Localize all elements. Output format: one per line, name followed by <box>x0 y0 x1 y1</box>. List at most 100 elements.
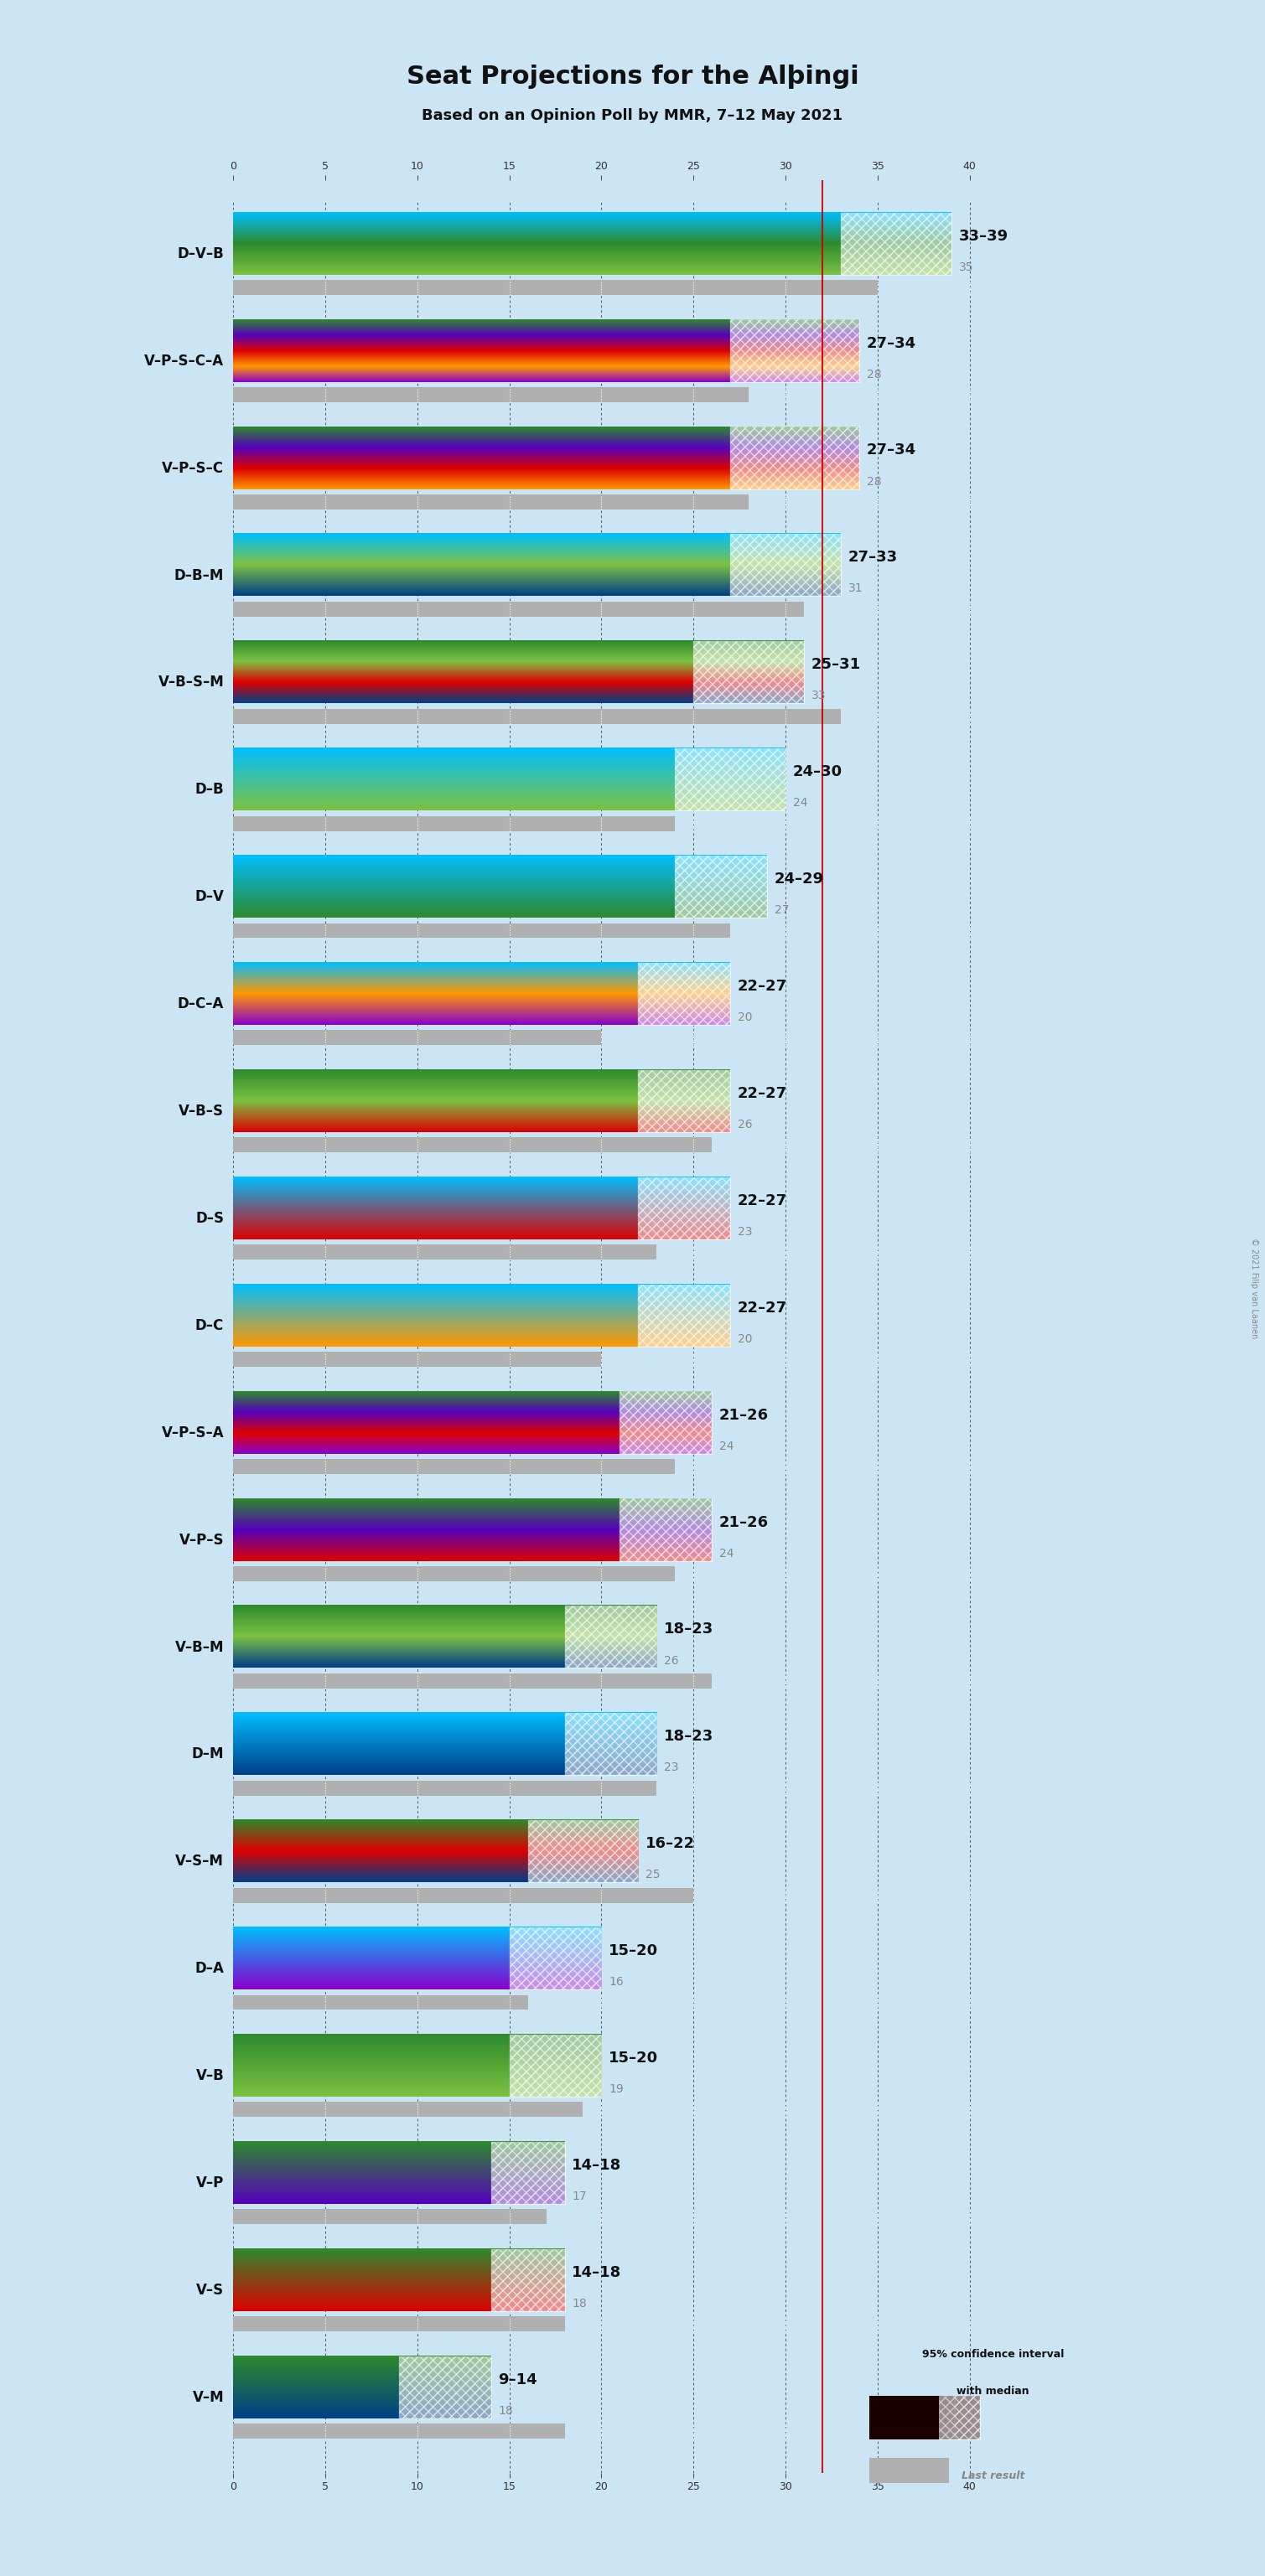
Bar <box>730 428 859 489</box>
Bar <box>639 1285 730 1347</box>
Text: 27–34: 27–34 <box>867 443 916 459</box>
Text: © 2021 Filip van Laanen: © 2021 Filip van Laanen <box>1250 1236 1259 1340</box>
Text: D–M: D–M <box>192 1747 224 1762</box>
Bar <box>639 1069 730 1131</box>
Bar <box>233 1674 712 1687</box>
Bar <box>233 922 730 938</box>
Bar <box>564 1713 657 1775</box>
Bar <box>639 963 730 1025</box>
Text: 18: 18 <box>498 2406 514 2416</box>
Bar <box>676 855 767 917</box>
Bar <box>730 319 859 381</box>
Bar <box>233 495 749 510</box>
Bar <box>676 750 786 811</box>
Text: 27: 27 <box>774 904 789 917</box>
Bar <box>939 2396 980 2439</box>
Text: 23: 23 <box>664 1762 679 1772</box>
Text: 25: 25 <box>645 1870 660 1880</box>
Text: 21–26: 21–26 <box>720 1406 769 1422</box>
Bar <box>870 2458 949 2483</box>
Text: 19: 19 <box>608 2084 624 2094</box>
Text: Last result: Last result <box>961 2470 1025 2481</box>
Bar <box>841 211 951 276</box>
Bar <box>510 1927 601 1989</box>
Text: 24: 24 <box>720 1548 734 1558</box>
Bar <box>639 1177 730 1239</box>
Bar <box>528 1821 639 1883</box>
Text: V–S: V–S <box>196 2282 224 2298</box>
Text: Based on an Opinion Poll by MMR, 7–12 May 2021: Based on an Opinion Poll by MMR, 7–12 Ma… <box>423 108 842 124</box>
Bar <box>233 1244 657 1260</box>
Text: V–B: V–B <box>196 2069 224 2084</box>
Bar <box>233 603 805 616</box>
Text: 25–31: 25–31 <box>811 657 861 672</box>
Text: 27–34: 27–34 <box>867 335 916 350</box>
Bar <box>620 1499 712 1561</box>
Bar <box>233 2424 564 2439</box>
Text: 14–18: 14–18 <box>572 2159 621 2174</box>
Bar <box>491 2141 564 2205</box>
Text: 33–39: 33–39 <box>959 229 1008 245</box>
Text: D–C–A: D–C–A <box>177 997 224 1012</box>
Bar <box>730 319 859 381</box>
Text: V–P–S: V–P–S <box>180 1533 224 1548</box>
Bar <box>730 428 859 489</box>
Text: 28: 28 <box>867 368 882 381</box>
Bar <box>510 1927 601 1989</box>
Bar <box>398 2357 491 2419</box>
Bar <box>233 1030 601 1046</box>
Bar <box>233 708 841 724</box>
Text: 24–30: 24–30 <box>793 765 842 781</box>
Bar <box>233 386 749 402</box>
Text: D–A: D–A <box>195 1960 224 1976</box>
Text: D–S: D–S <box>196 1211 224 1226</box>
Bar <box>564 1605 657 1669</box>
Bar <box>233 1139 712 1151</box>
Text: 16: 16 <box>608 1976 624 1989</box>
Text: 21–26: 21–26 <box>720 1515 769 1530</box>
Text: V–P–S–C: V–P–S–C <box>162 461 224 477</box>
Bar <box>233 1780 657 1795</box>
Text: with median: with median <box>956 2385 1030 2396</box>
Bar <box>510 2035 601 2097</box>
Bar <box>676 750 786 811</box>
Text: 18: 18 <box>572 2298 587 2311</box>
Bar <box>564 1713 657 1775</box>
Text: D–C: D–C <box>195 1319 224 1334</box>
Bar <box>639 1285 730 1347</box>
Bar <box>620 1499 712 1561</box>
Text: 22–27: 22–27 <box>737 1087 787 1100</box>
Text: 31: 31 <box>848 582 863 595</box>
Text: 22–27: 22–27 <box>737 1301 787 1316</box>
Text: V–S–M: V–S–M <box>176 1855 224 1870</box>
Bar <box>233 2210 546 2223</box>
Text: V–B–M: V–B–M <box>175 1638 224 1654</box>
Text: 22–27: 22–27 <box>737 1193 787 1208</box>
Bar <box>233 1458 676 1473</box>
Text: 28: 28 <box>867 477 882 487</box>
Text: V–B–S: V–B–S <box>178 1103 224 1118</box>
Bar <box>620 1391 712 1453</box>
Text: 16–22: 16–22 <box>645 1837 696 1852</box>
Bar <box>233 817 676 832</box>
Text: D–B–M: D–B–M <box>175 567 224 582</box>
Text: 20: 20 <box>737 1334 753 1345</box>
Bar <box>620 1391 712 1453</box>
Text: 26: 26 <box>737 1118 753 1131</box>
Bar <box>639 1177 730 1239</box>
Bar <box>528 1821 639 1883</box>
Bar <box>676 855 767 917</box>
Text: V–B–S–M: V–B–S–M <box>158 675 224 690</box>
Text: V–M: V–M <box>192 2391 224 2406</box>
Text: 95% confidence interval: 95% confidence interval <box>922 2349 1064 2360</box>
Bar <box>693 641 805 703</box>
Text: 17: 17 <box>572 2190 587 2202</box>
Text: D–V: D–V <box>195 889 224 904</box>
Text: 26: 26 <box>664 1654 679 1667</box>
Text: D–V–B: D–V–B <box>177 247 224 260</box>
Bar <box>564 1605 657 1669</box>
Bar <box>491 2249 564 2311</box>
Bar <box>693 641 805 703</box>
Text: 22–27: 22–27 <box>737 979 787 994</box>
Text: 20: 20 <box>737 1012 753 1023</box>
